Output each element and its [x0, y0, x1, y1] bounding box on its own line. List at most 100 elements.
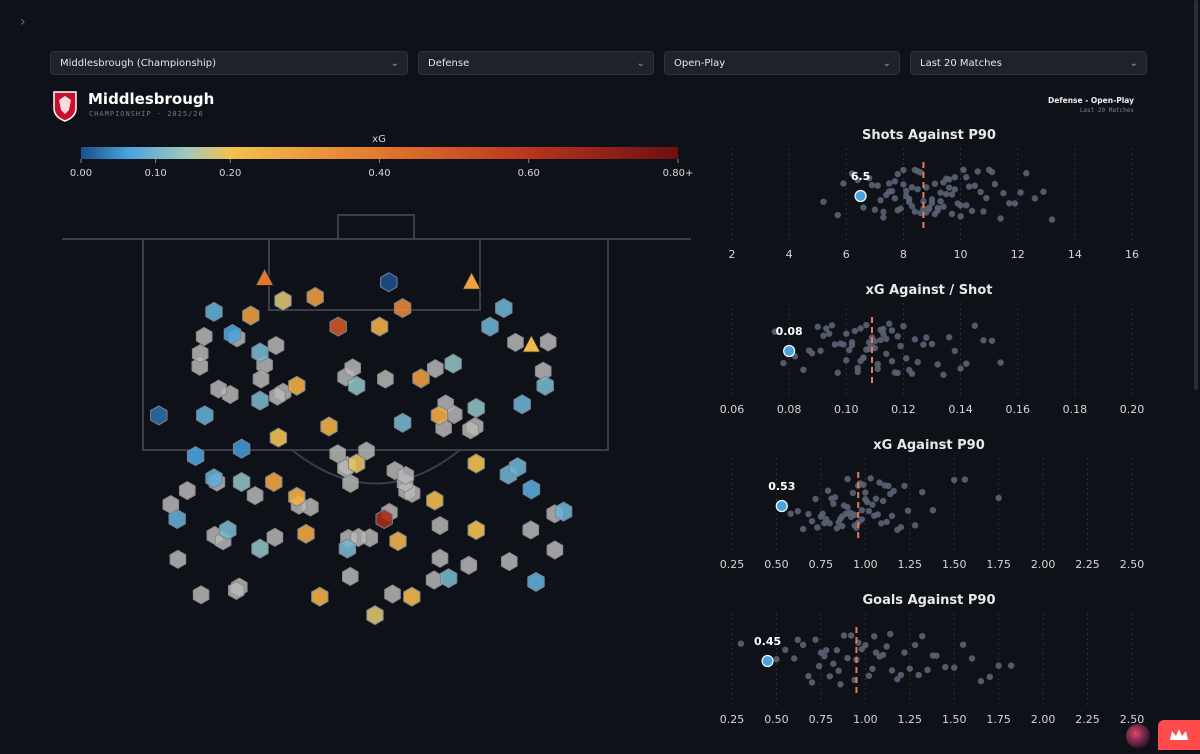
shot-marker — [467, 520, 485, 541]
distribution-panel: Goals Against P90 0.25 0.50 0.75 1.00 1.25 1.5… — [720, 593, 1145, 726]
league-team-dot — [805, 510, 812, 518]
period-select[interactable]: Last 20 Matches ⌄ — [910, 51, 1147, 75]
tick-label: 1.25 — [898, 558, 923, 571]
league-team-dot — [887, 630, 894, 638]
shot-marker-blocked — [350, 527, 367, 548]
shot-marker — [467, 397, 485, 419]
tick-label: 0.75 — [809, 558, 834, 571]
league-team-dot — [782, 646, 789, 654]
shot-marker-blocked — [191, 356, 209, 376]
shot-marker-blocked — [384, 584, 401, 604]
shot-marker-blocked — [427, 359, 444, 379]
league-team-dot — [871, 633, 878, 640]
situation-select[interactable]: Open-Play ⌄ — [664, 51, 900, 75]
league-team-dot — [920, 341, 927, 348]
shot-marker-blocked — [342, 566, 359, 586]
shot-marker-blocked — [546, 540, 564, 560]
league-team-dot — [883, 350, 890, 357]
league-team-dot — [808, 679, 816, 686]
league-team-dot — [957, 365, 964, 372]
league-team-dot — [951, 186, 959, 193]
league-team-dot — [799, 641, 807, 649]
expand-sidebar-icon[interactable]: › — [20, 14, 26, 30]
league-team-dot — [824, 487, 832, 494]
context-subtitle: Last 20 Matches — [1079, 107, 1134, 114]
shot-marker — [223, 323, 242, 345]
league-team-dot — [957, 213, 964, 220]
shot-marker — [554, 501, 573, 522]
phase-select[interactable]: Defense ⌄ — [418, 51, 654, 75]
shot-marker-blocked — [266, 527, 284, 547]
league-team-dot — [961, 476, 969, 483]
tick-label: 6 — [843, 248, 850, 261]
tick-label: 2.00 — [1031, 558, 1056, 571]
league-team-dot — [787, 510, 794, 517]
shot-marker — [329, 316, 347, 337]
league-team-dot — [948, 191, 956, 198]
league-team-dot — [934, 207, 941, 214]
colorbar-tick-label: 0.00 — [70, 168, 92, 179]
tick-label: 12 — [1011, 248, 1025, 261]
league-team-dot — [860, 204, 867, 211]
league-team-dot — [900, 322, 907, 330]
league-team-dot — [848, 170, 856, 177]
user-avatar[interactable] — [1126, 724, 1150, 748]
tick-label: 0.16 — [1005, 403, 1030, 416]
six-yard-box — [268, 238, 481, 311]
shot-marker-blocked — [252, 369, 270, 389]
league-team-dot — [883, 335, 890, 343]
league-team-dot — [911, 641, 919, 649]
shot-marker — [242, 305, 260, 326]
shot-marker — [527, 571, 545, 592]
league-team-dot — [794, 636, 801, 644]
streamlit-app-button[interactable] — [1158, 720, 1200, 750]
league-team-dot — [851, 327, 859, 335]
shot-marker — [205, 468, 223, 489]
tick-label: 8 — [900, 248, 907, 261]
league-team-dot — [894, 333, 901, 340]
league-team-dot — [843, 330, 850, 337]
league-team-dot — [885, 180, 893, 187]
shot-marker — [393, 412, 412, 433]
league-team-dot — [874, 365, 881, 373]
league-team-dot — [819, 510, 826, 517]
shot-marker-blocked — [192, 585, 210, 605]
league-team-dot — [771, 328, 779, 335]
colorbar-tick-label: 0.20 — [219, 168, 241, 179]
league-team-dot — [928, 340, 936, 348]
league-team-dot — [834, 211, 841, 219]
league-team-dot — [897, 342, 904, 350]
tick-label: 0.06 — [720, 403, 745, 416]
team-select[interactable]: Middlesbrough (Championship) ⌄ — [50, 51, 408, 75]
shot-marker — [150, 405, 168, 426]
tick-label: 0.08 — [777, 403, 802, 416]
league-team-dot — [924, 666, 931, 674]
panel-title: Shots Against P90 — [862, 128, 996, 143]
shot-marker-blocked — [191, 344, 209, 364]
league-team-dot — [835, 667, 842, 675]
team-name: Middlesbrough — [88, 90, 215, 108]
league-team-dot — [888, 187, 896, 195]
colorbar-title: xG — [372, 134, 386, 145]
shot-marker — [219, 520, 237, 541]
league-team-dot — [828, 322, 836, 329]
chevron-down-icon: ⌄ — [636, 58, 645, 69]
league-team-dot — [963, 360, 970, 367]
league-team-dot — [908, 203, 916, 210]
league-team-dot — [868, 181, 876, 189]
league-team-dot — [800, 366, 807, 373]
league-team-dot — [848, 342, 856, 349]
league-team-dot — [951, 476, 958, 484]
league-team-dot — [812, 636, 819, 643]
shot-marker — [168, 508, 186, 530]
league-team-dot — [900, 166, 907, 174]
distribution-panel: xG Against P90 0.25 0.50 0.75 1.00 1.25 1.50 1.… — [720, 438, 1145, 571]
shot-marker-blocked — [267, 336, 285, 356]
league-team-dot — [957, 202, 964, 209]
league-team-dot — [780, 359, 787, 367]
league-team-dot — [831, 341, 839, 348]
scrollbar[interactable] — [1194, 0, 1198, 390]
league-team-dot — [988, 337, 996, 344]
shot-marker — [347, 375, 366, 396]
league-team-dot — [897, 524, 905, 531]
